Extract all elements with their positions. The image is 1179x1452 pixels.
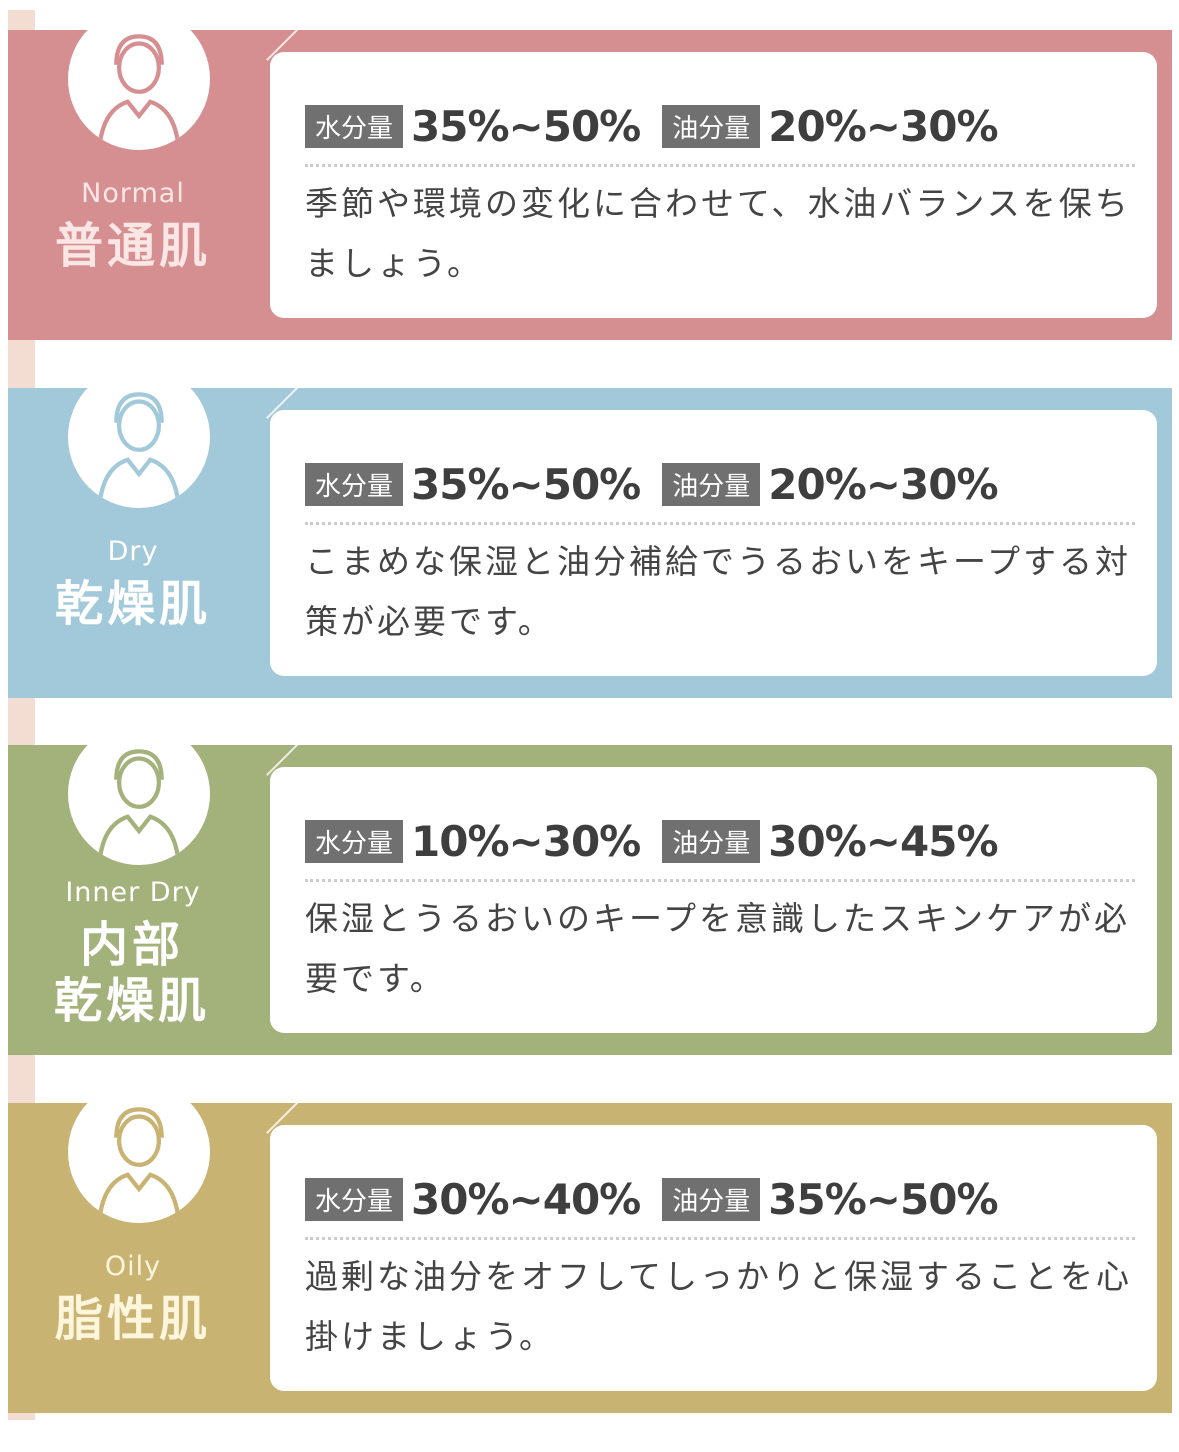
water-label: 水分量 xyxy=(305,105,404,148)
oil-label: 油分量 xyxy=(662,1178,761,1221)
skin-info-card: 水分量 30%~40% 油分量 35%~50% 過剰な油分をオフしてしっかりと保… xyxy=(270,1125,1157,1391)
oil-label: 油分量 xyxy=(662,105,761,148)
oil-label: 油分量 xyxy=(662,820,761,863)
woman-long-hair-icon xyxy=(68,723,210,865)
stats-row: 水分量 35%~50% 油分量 20%~30% xyxy=(305,460,1020,509)
stats-row: 水分量 30%~40% 油分量 35%~50% xyxy=(305,1175,1020,1224)
skin-type-panel: Normal 普通肌 水分量 35%~50% 油分量 20%~30% 季節や環境… xyxy=(8,8,1172,340)
skin-type-jp: 内部乾燥肌 xyxy=(54,917,211,1029)
skin-info-card: 水分量 10%~30% 油分量 30%~45% 保湿とうるおいのキープを意識した… xyxy=(270,767,1157,1033)
oil-value: 20%~30% xyxy=(768,460,998,509)
skin-type-en: Oily xyxy=(104,1251,162,1282)
dotted-divider xyxy=(305,164,1135,167)
water-label: 水分量 xyxy=(305,463,404,506)
oil-value: 30%~45% xyxy=(768,817,998,866)
skin-type-panel: Dry 乾燥肌 水分量 35%~50% 油分量 20%~30% こまめな保湿と油… xyxy=(8,366,1172,698)
skin-type-en: Inner Dry xyxy=(65,877,201,908)
water-value: 35%~50% xyxy=(411,102,641,151)
water-label: 水分量 xyxy=(305,1178,404,1221)
water-value: 35%~50% xyxy=(411,460,641,509)
skin-description: 季節や環境の変化に合わせて、水油バランスを保ちましょう。 xyxy=(305,184,1131,283)
woman-ponytail-icon xyxy=(68,8,210,150)
dotted-divider xyxy=(305,879,1135,882)
skin-type-en: Normal xyxy=(81,178,185,209)
dotted-divider xyxy=(305,522,1135,525)
woman-short-hair-icon xyxy=(68,366,210,508)
oil-value: 20%~30% xyxy=(768,102,998,151)
stats-row: 水分量 35%~50% 油分量 20%~30% xyxy=(305,102,1020,151)
skin-type-panel: Oily 脂性肌 水分量 30%~40% 油分量 35%~50% 過剰な油分をオ… xyxy=(8,1081,1172,1413)
water-value: 30%~40% xyxy=(411,1175,641,1224)
skin-description: 保湿とうるおいのキープを意識したスキンケアが必要です。 xyxy=(305,899,1131,998)
skin-type-jp: 乾燥肌 xyxy=(54,576,211,632)
oil-value: 35%~50% xyxy=(768,1175,998,1224)
woman-bob-hair-icon xyxy=(68,1081,210,1223)
skin-info-card: 水分量 35%~50% 油分量 20%~30% こまめな保湿と油分補給でうるおい… xyxy=(270,410,1157,676)
oil-label: 油分量 xyxy=(662,463,761,506)
dotted-divider xyxy=(305,1237,1135,1240)
stats-row: 水分量 10%~30% 油分量 30%~45% xyxy=(305,817,1020,866)
skin-description: こまめな保湿と油分補給でうるおいをキープする対策が必要です。 xyxy=(305,542,1132,641)
skin-description: 過剰な油分をオフしてしっかりと保湿することを心掛けましょう。 xyxy=(305,1257,1133,1356)
skin-info-card: 水分量 35%~50% 油分量 20%~30% 季節や環境の変化に合わせて、水油… xyxy=(270,52,1157,318)
water-label: 水分量 xyxy=(305,820,404,863)
skin-type-jp: 脂性肌 xyxy=(54,1291,211,1347)
skin-type-jp: 普通肌 xyxy=(54,218,211,274)
water-value: 10%~30% xyxy=(411,817,641,866)
skin-type-en: Dry xyxy=(107,536,159,567)
skin-type-panel: Inner Dry 内部乾燥肌 水分量 10%~30% 油分量 30%~45% … xyxy=(8,723,1172,1055)
